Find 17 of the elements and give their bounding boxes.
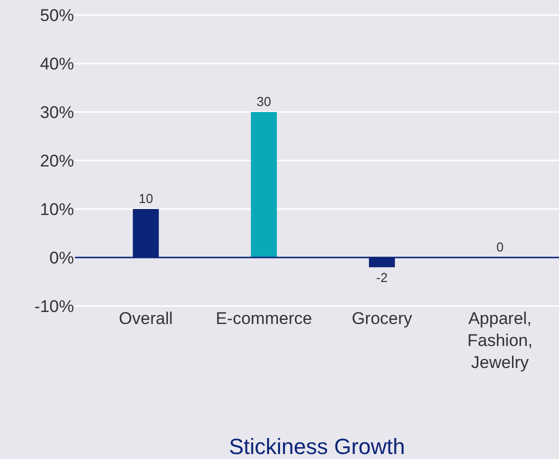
x-tick-label: Overall	[118, 309, 173, 328]
data-label: 10	[138, 191, 154, 206]
y-tick-label: 50%	[40, 6, 74, 25]
y-tick-label: -10%	[34, 296, 74, 316]
y-tick-label: 0%	[49, 248, 74, 268]
data-label: 30	[256, 94, 272, 109]
x-tick-label: E-commerce	[216, 309, 312, 328]
x-tick-label: Grocery	[352, 309, 413, 328]
x-axis-title: Stickiness Growth	[228, 434, 406, 459]
data-label: 0	[496, 240, 504, 254]
x-tick-label: Apparel, Fashion, Jewelry	[467, 309, 533, 372]
y-tick-label: 10%	[40, 200, 74, 219]
data-label: -2	[376, 270, 388, 286]
bar	[250, 112, 277, 258]
y-tick-label: 20%	[40, 151, 74, 170]
y-tick-label: 40%	[40, 54, 74, 74]
y-tick-label: 30%	[40, 102, 74, 122]
